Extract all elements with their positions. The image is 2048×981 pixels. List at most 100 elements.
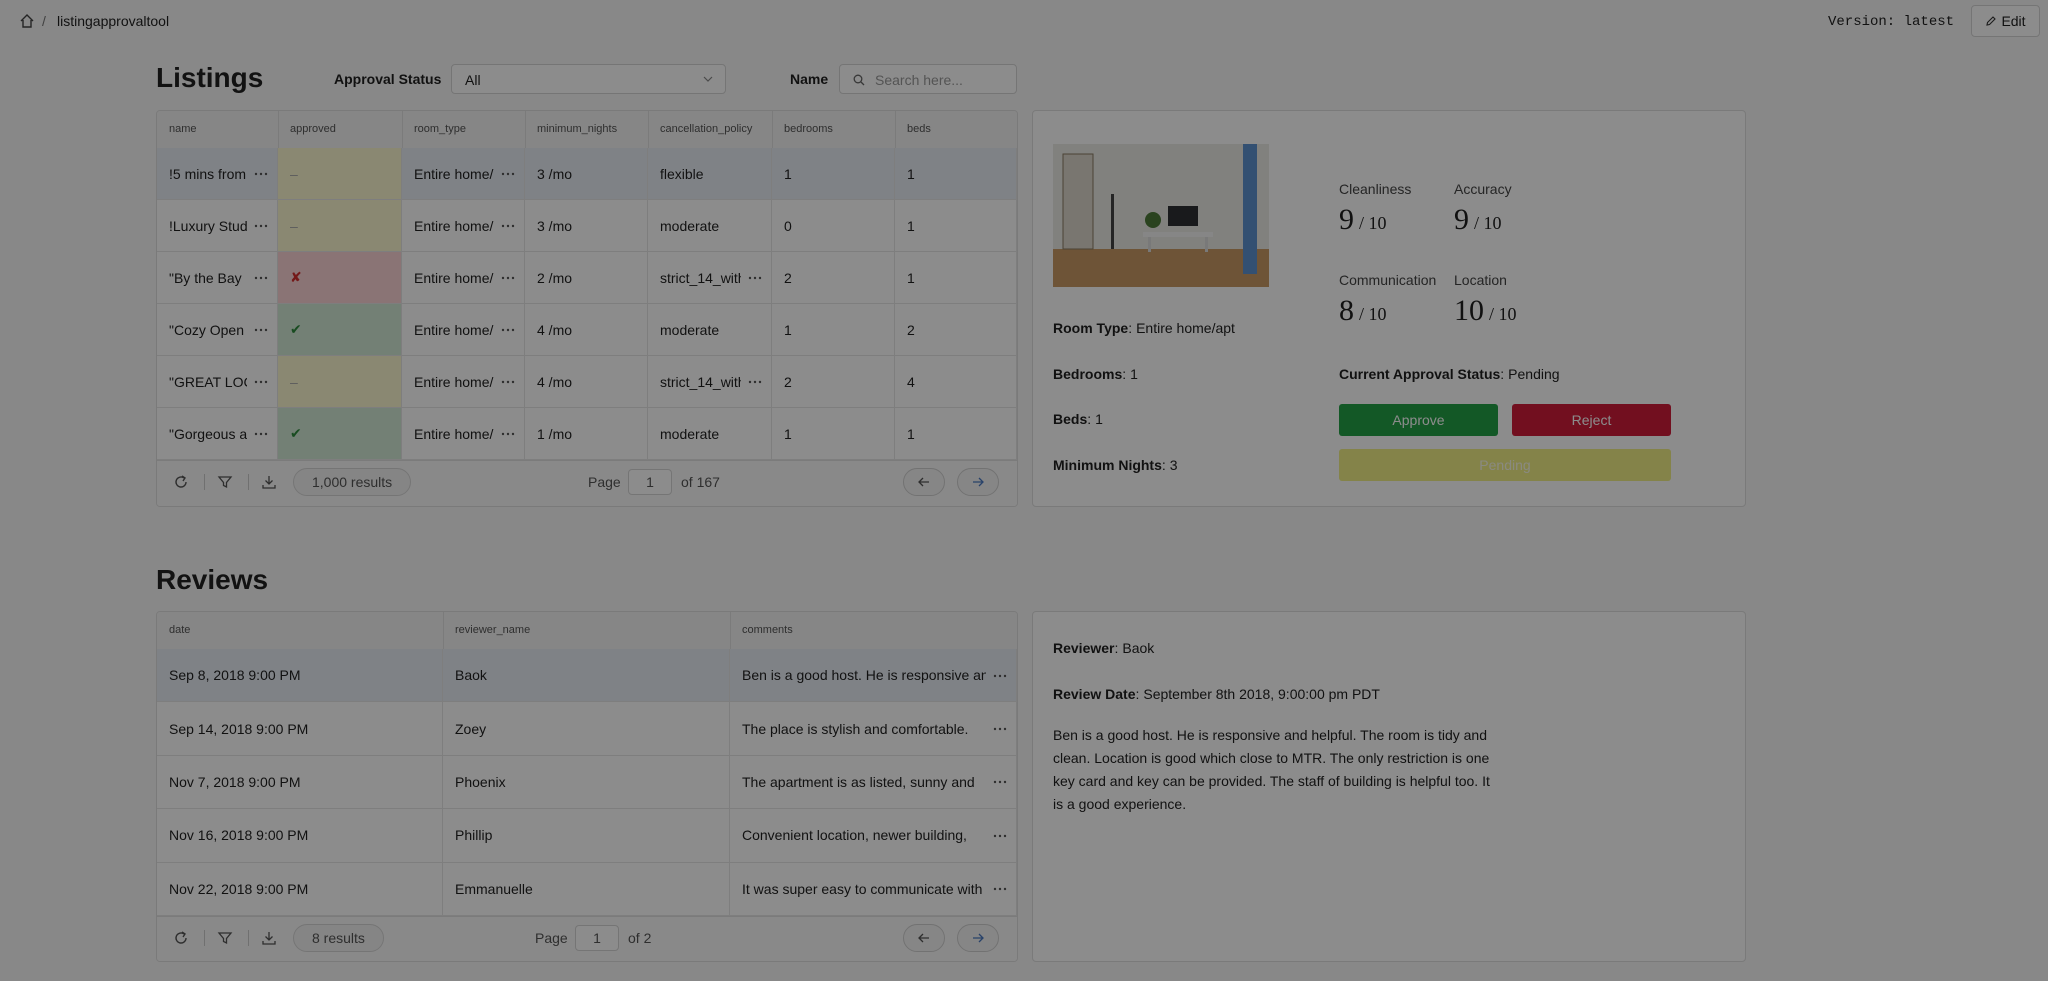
table-cell[interactable]: Entire home/apt [402, 148, 525, 200]
table-cell[interactable]: Entire home/apt [402, 408, 525, 460]
table-cell[interactable]: 2 [772, 356, 895, 408]
table-cell[interactable]: – [278, 200, 402, 252]
table-cell[interactable]: 1 [895, 200, 1017, 252]
table-cell[interactable]: Phoenix [443, 755, 730, 810]
table-cell[interactable]: Baok [443, 649, 730, 703]
table-cell[interactable]: 1 [772, 408, 895, 460]
next-page-button[interactable] [957, 923, 999, 952]
table-cell[interactable]: Entire home/apt [402, 304, 525, 356]
column-header[interactable]: room_type [414, 122, 466, 135]
table-cell[interactable]: 4 [895, 356, 1017, 408]
table-cell[interactable]: 3 /mo [525, 148, 648, 200]
table-cell[interactable]: 1 [772, 148, 895, 200]
table-cell[interactable]: Phillip [443, 809, 730, 863]
cell-menu-icon[interactable] [500, 168, 516, 180]
table-cell[interactable]: 1 [895, 252, 1017, 304]
table-cell[interactable]: flexible [648, 148, 772, 200]
table-cell[interactable]: – [278, 356, 402, 408]
download-icon[interactable] [261, 474, 277, 490]
filter-icon[interactable] [217, 930, 233, 946]
table-cell[interactable]: ✔ [278, 408, 402, 460]
column-header[interactable]: comments [742, 623, 793, 636]
table-cell[interactable]: "Cozy Open [157, 304, 278, 356]
refresh-icon[interactable] [173, 474, 189, 490]
cell-menu-icon[interactable] [747, 376, 763, 388]
reject-button[interactable]: Reject [1512, 404, 1671, 436]
previous-page-button[interactable] [903, 468, 945, 496]
name-search-input[interactable]: Search here... [839, 64, 1017, 94]
table-cell[interactable]: ✘ [278, 252, 402, 304]
table-cell[interactable]: Entire home/apt [402, 252, 525, 304]
cell-menu-icon[interactable] [992, 670, 1008, 682]
column-header[interactable]: minimum_nights [537, 122, 618, 135]
table-cell[interactable]: Nov 7, 2018 9:00 PM [157, 755, 443, 810]
page-input[interactable]: 1 [575, 924, 619, 951]
column-header[interactable]: cancellation_policy [660, 122, 753, 135]
column-header[interactable]: date [169, 623, 191, 636]
cell-menu-icon[interactable] [253, 220, 269, 232]
home-icon[interactable] [19, 13, 35, 29]
table-cell[interactable]: 4 /mo [525, 356, 648, 408]
cell-menu-icon[interactable] [500, 272, 516, 284]
cell-menu-icon[interactable] [992, 723, 1008, 735]
cell-menu-icon[interactable] [992, 776, 1008, 788]
table-cell[interactable]: 1 [772, 304, 895, 356]
table-cell[interactable]: Emmanuelle [443, 862, 730, 916]
table-cell[interactable]: 2 [772, 252, 895, 304]
cell-menu-icon[interactable] [500, 376, 516, 388]
table-cell[interactable]: Sep 8, 2018 9:00 PM [157, 649, 443, 703]
table-cell[interactable]: Nov 22, 2018 9:00 PM [157, 862, 443, 916]
page-input[interactable]: 1 [628, 469, 672, 495]
column-header[interactable]: bedrooms [784, 122, 833, 135]
table-cell[interactable]: Ben is a good host. He is responsive and… [730, 649, 1017, 703]
cell-menu-icon[interactable] [253, 428, 269, 440]
table-cell[interactable]: strict_14_with_grace_period [648, 356, 772, 408]
table-cell[interactable]: 2 /mo [525, 252, 648, 304]
table-cell[interactable]: Entire home/apt [402, 356, 525, 408]
column-header[interactable]: beds [907, 122, 931, 135]
cell-menu-icon[interactable] [992, 883, 1008, 895]
table-cell[interactable]: 4 /mo [525, 304, 648, 356]
table-cell[interactable]: moderate [648, 408, 772, 460]
table-cell[interactable]: Nov 16, 2018 9:00 PM [157, 809, 443, 863]
table-cell[interactable]: Sep 14, 2018 9:00 PM [157, 702, 443, 756]
table-cell[interactable]: It was super easy to communicate with [730, 862, 1017, 916]
table-cell[interactable]: 2 [895, 304, 1017, 356]
table-cell[interactable]: Zoey [443, 702, 730, 756]
table-cell[interactable]: 1 [895, 408, 1017, 460]
table-cell[interactable]: Convenient location, newer building, [730, 809, 1017, 863]
table-cell[interactable]: ✔ [278, 304, 402, 356]
column-header[interactable]: reviewer_name [455, 623, 531, 636]
table-cell[interactable]: "By the Bay [157, 252, 278, 304]
table-cell[interactable]: strict_14_with_grace_period [648, 252, 772, 304]
table-cell[interactable]: The apartment is as listed, sunny and [730, 755, 1017, 810]
cell-menu-icon[interactable] [500, 324, 516, 336]
table-cell[interactable]: "Gorgeous and [157, 408, 278, 460]
refresh-icon[interactable] [173, 930, 189, 946]
download-icon[interactable] [261, 930, 277, 946]
table-cell[interactable]: moderate [648, 304, 772, 356]
cell-menu-icon[interactable] [500, 220, 516, 232]
cell-menu-icon[interactable] [253, 168, 269, 180]
column-header[interactable]: name [169, 122, 197, 135]
cell-menu-icon[interactable] [253, 324, 269, 336]
table-cell[interactable]: 0 [772, 200, 895, 252]
cell-menu-icon[interactable] [992, 830, 1008, 842]
edit-button[interactable]: Edit [1971, 5, 2040, 37]
table-cell[interactable]: "GREAT LOCATION [157, 356, 278, 408]
table-cell[interactable]: 3 /mo [525, 200, 648, 252]
filter-icon[interactable] [217, 474, 233, 490]
previous-page-button[interactable] [903, 923, 945, 952]
column-header[interactable]: approved [290, 122, 336, 135]
table-cell[interactable]: The place is stylish and comfortable. [730, 702, 1017, 756]
table-cell[interactable]: moderate [648, 200, 772, 252]
table-cell[interactable]: – [278, 148, 402, 200]
next-page-button[interactable] [957, 468, 999, 496]
table-cell[interactable]: 1 [895, 148, 1017, 200]
cell-menu-icon[interactable] [747, 272, 763, 284]
cell-menu-icon[interactable] [253, 376, 269, 388]
table-cell[interactable]: Entire home/apt [402, 200, 525, 252]
cell-menu-icon[interactable] [500, 428, 516, 440]
approve-button[interactable]: Approve [1339, 404, 1498, 436]
table-cell[interactable]: !5 mins from [157, 148, 278, 200]
